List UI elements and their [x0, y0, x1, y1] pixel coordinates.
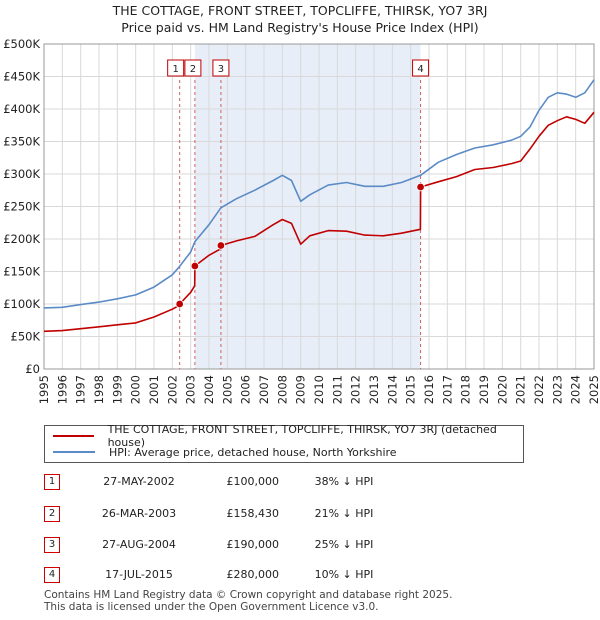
x-tick-label: 1998: [92, 375, 106, 404]
legend-item-property: THE COTTAGE, FRONT STREET, TOPCLIFFE, TH…: [53, 423, 523, 449]
y-tick-label: £450K: [3, 70, 40, 84]
x-tick-label: 2025: [587, 375, 600, 404]
x-tick-label: 2002: [165, 375, 179, 404]
sale-label-box: 4: [412, 59, 430, 77]
sale-label-text: 2: [190, 64, 196, 75]
sale-number: 3: [44, 537, 60, 553]
y-tick-label: £300K: [3, 167, 40, 181]
x-tick-label: 1995: [37, 375, 51, 404]
sale-point: [175, 299, 184, 309]
sale-label-text: 4: [417, 64, 423, 75]
sale-price: £100,000: [226, 475, 280, 488]
sale-hpi-diff: 10% ↓ HPI: [314, 568, 374, 581]
sale-label-text: 1: [172, 64, 178, 75]
x-tick-label: 2024: [569, 375, 583, 404]
sale-label-text: 3: [218, 64, 224, 75]
footer-licence: This data is licensed under the Open Gov…: [44, 601, 379, 613]
sale-date: 17-JUL-2015: [105, 568, 173, 581]
sale-label-border: [167, 59, 185, 77]
x-tick-label: 2018: [459, 375, 473, 404]
x-tick-label: 2004: [202, 375, 216, 404]
chart-legend: THE COTTAGE, FRONT STREET, TOPCLIFFE, TH…: [44, 423, 524, 463]
sale-point: [416, 182, 425, 192]
hpi-line: [43, 79, 595, 309]
sale-label-border: [412, 59, 430, 77]
sale-point: [190, 261, 200, 271]
x-tick-label: 1996: [55, 375, 69, 404]
x-tick-label: 2016: [422, 375, 436, 404]
sale-label-border: [212, 59, 230, 77]
sale-label-border: [184, 59, 202, 77]
y-tick-label: £50K: [11, 330, 41, 344]
sale-date: 27-MAY-2002: [103, 475, 175, 488]
x-tick-label: 2020: [495, 375, 509, 404]
sale-hpi-diff: 25% ↓ HPI: [314, 538, 374, 551]
footer-copyright: Contains HM Land Registry data © Crown c…: [44, 589, 453, 601]
x-tick-label: 2017: [440, 375, 454, 404]
legend-label-hpi: HPI: Average price, detached house, Nort…: [109, 445, 397, 459]
y-tick-label: £200K: [3, 232, 40, 246]
y-tick-label: £500K: [3, 37, 40, 51]
x-tick-label: 1999: [110, 375, 124, 404]
x-tick-label: 2006: [239, 375, 253, 404]
chart-title: THE COTTAGE, FRONT STREET, TOPCLIFFE, TH…: [112, 3, 488, 18]
y-tick-label: £150K: [3, 265, 40, 279]
y-tick-label: £400K: [3, 102, 40, 116]
y-tick-label: £250K: [3, 200, 40, 214]
sale-label-box: 1: [167, 59, 185, 77]
x-tick-label: 2003: [184, 375, 198, 404]
x-tick-label: 2010: [312, 375, 326, 404]
x-tick-label: 2012: [349, 375, 363, 404]
sale-hpi-diff: 21% ↓ HPI: [314, 507, 374, 520]
sale-hpi-diff: 38% ↓ HPI: [314, 475, 374, 488]
x-tick-label: 2021: [514, 375, 528, 404]
x-tick-label: 1997: [74, 375, 88, 404]
x-tick-label: 2005: [220, 375, 234, 404]
x-tick-label: 2023: [550, 375, 564, 404]
plot-border: [43, 43, 595, 370]
sale-point: [216, 241, 226, 250]
y-tick-label: £350K: [3, 135, 40, 149]
sale-price: £280,000: [226, 568, 280, 581]
x-tick-label: 2011: [330, 375, 344, 404]
x-tick-label: 2000: [129, 375, 143, 404]
sale-label-box: 3: [212, 59, 230, 77]
sale-number: 4: [44, 567, 60, 583]
legend-label-property: THE COTTAGE, FRONT STREET, TOPCLIFFE, TH…: [107, 423, 497, 449]
property-price-line: [43, 111, 595, 333]
sale-date: 26-MAR-2003: [101, 507, 177, 520]
sale-number: 1: [44, 474, 60, 490]
x-tick-label: 2013: [367, 375, 381, 404]
x-tick-label: 2008: [275, 375, 289, 404]
sale-number: 2: [44, 506, 60, 522]
y-tick-label: £100K: [3, 297, 40, 311]
x-tick-label: 2019: [477, 375, 491, 404]
x-tick-label: 2001: [147, 375, 161, 404]
sale-date: 27-AUG-2004: [102, 538, 176, 551]
x-tick-label: 2007: [257, 375, 271, 404]
sale-label-box: 2: [184, 59, 202, 77]
x-tick-label: 2022: [532, 375, 546, 404]
sale-price: £190,000: [226, 538, 280, 551]
legend-swatch-hpi: [53, 451, 95, 453]
chart-subtitle: Price paid vs. HM Land Registry's House …: [121, 20, 479, 35]
legend-item-hpi: HPI: Average price, detached house, Nort…: [53, 444, 397, 460]
x-tick-label: 2015: [404, 375, 418, 404]
x-tick-label: 2014: [385, 375, 399, 404]
y-tick-label: £0: [25, 362, 40, 376]
sale-price: £158,430: [226, 507, 280, 520]
x-tick-label: 2009: [294, 375, 308, 404]
legend-swatch-property: [53, 435, 94, 437]
price-chart: £0 £50K £100K £150K £200K £250K £300K £350K £400…: [3, 37, 600, 404]
